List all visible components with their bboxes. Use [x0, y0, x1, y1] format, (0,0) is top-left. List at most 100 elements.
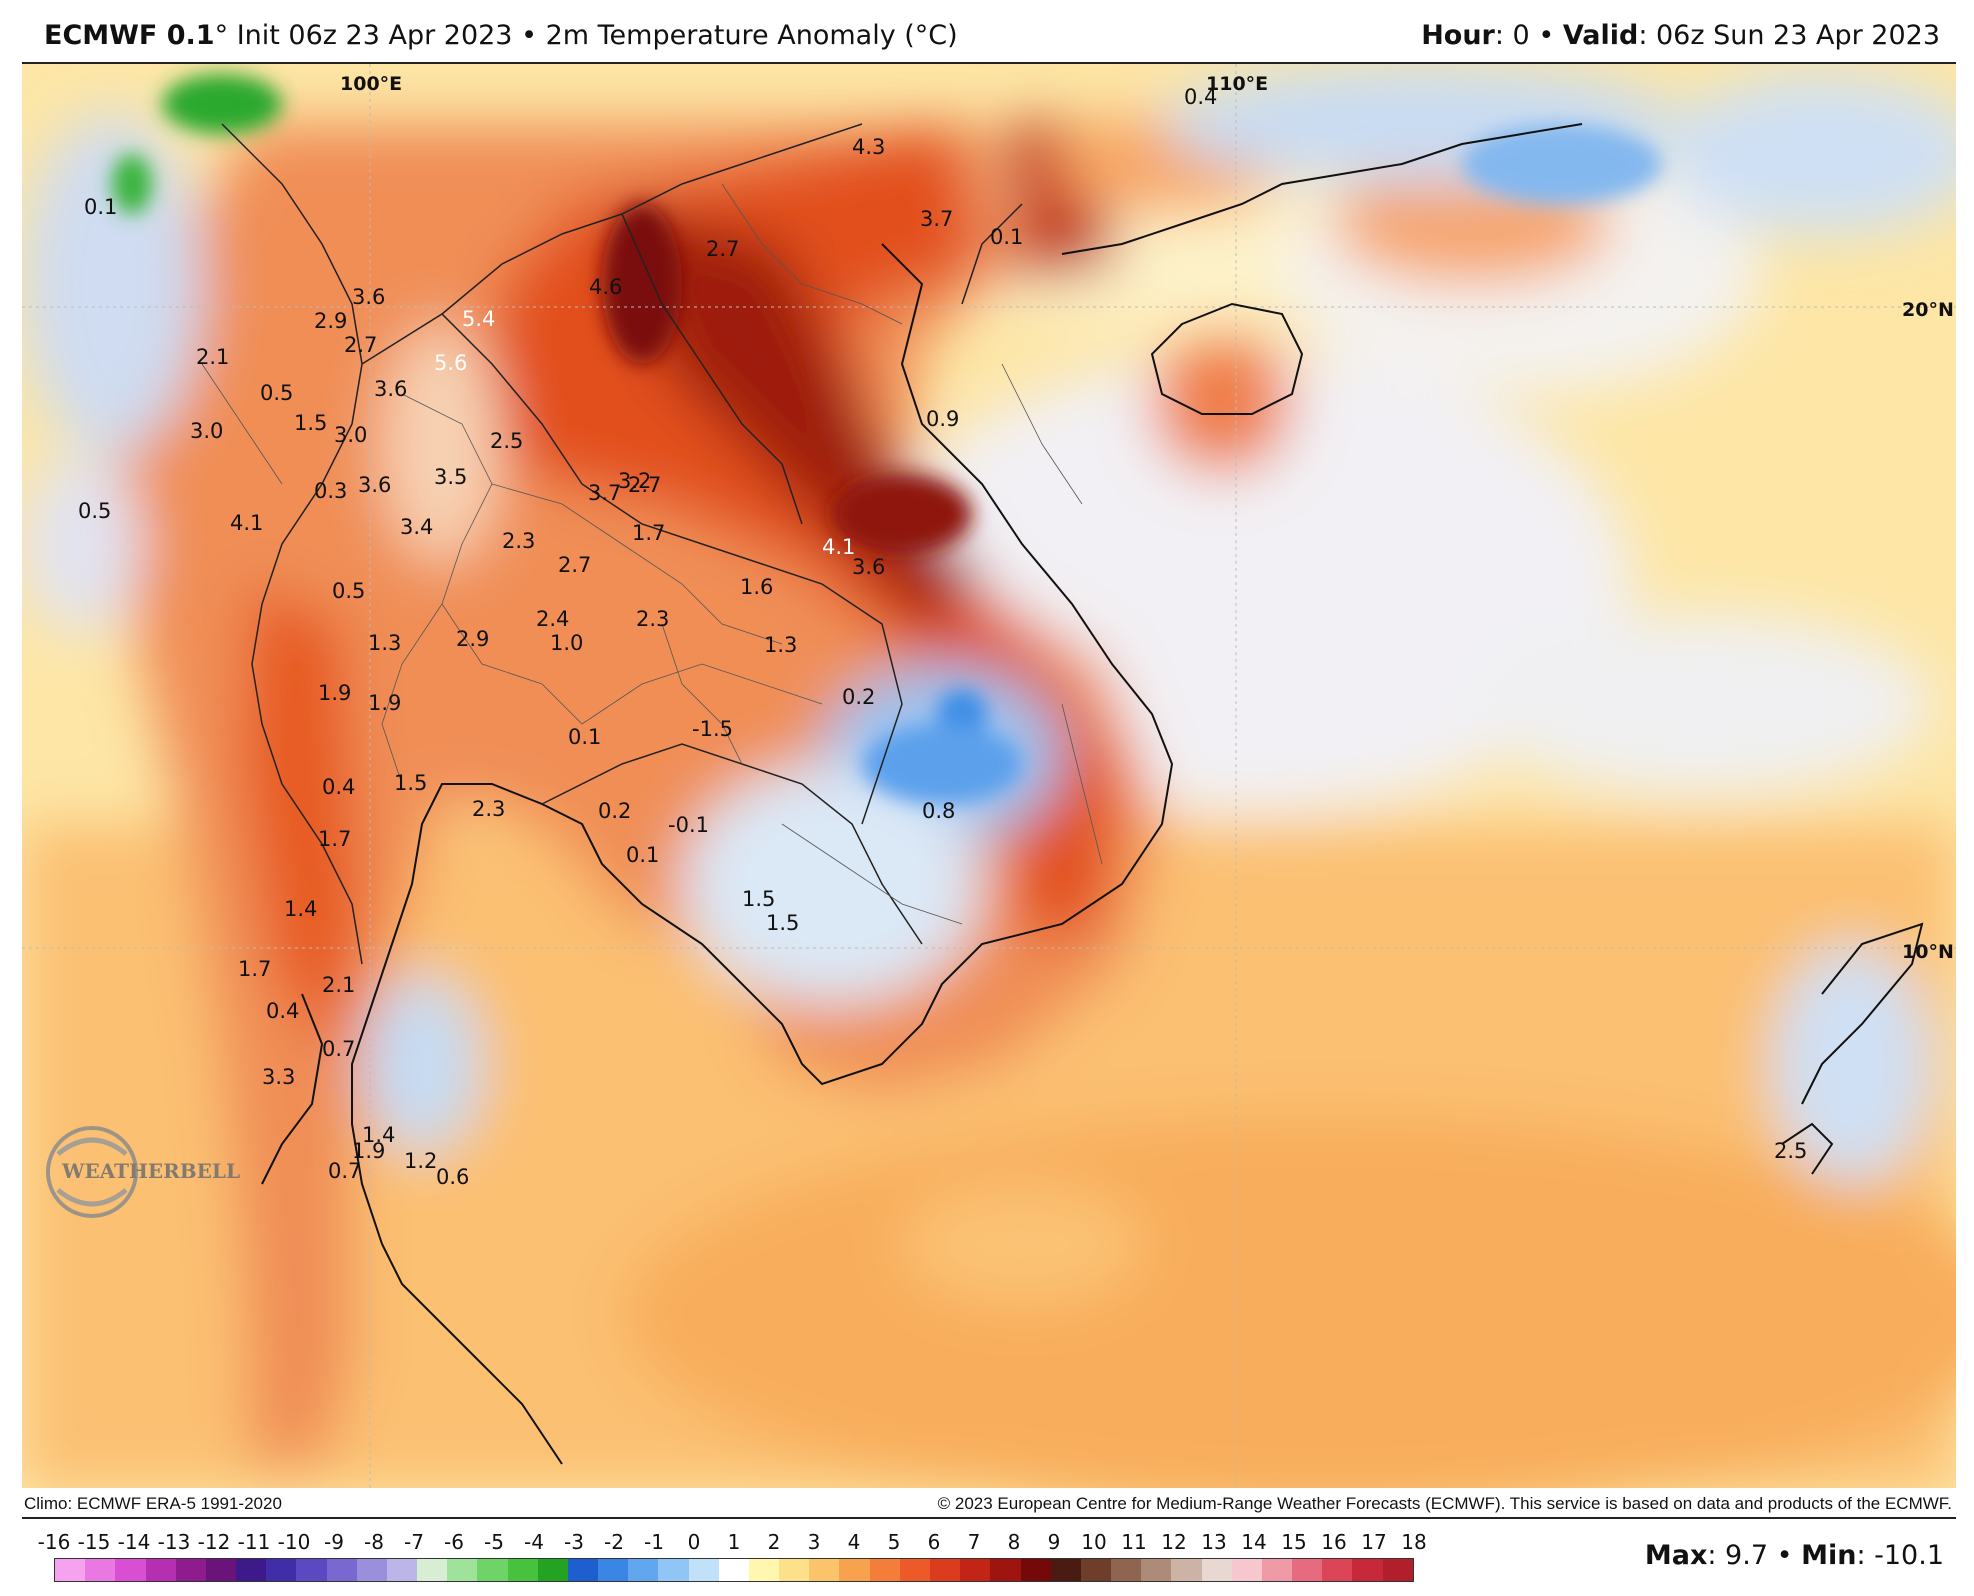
- colorbar-swatch: [809, 1559, 840, 1581]
- colorbar-tick-label: 0: [687, 1530, 701, 1554]
- colorbar-swatch: [386, 1559, 418, 1581]
- hour-label: Hour: [1421, 20, 1495, 51]
- point-value-label: 0.1: [990, 225, 1023, 249]
- map-panel: 100°E 110°E 20°N 10°N 0.1 0.4 4.3 3.7 0.1 2.7…: [22, 62, 1956, 1490]
- colorbar-tick-label: -16: [37, 1530, 71, 1554]
- point-value-label: 0.3: [314, 479, 347, 503]
- colorbar-swatch: [899, 1559, 930, 1581]
- colorbar-swatch: [1382, 1559, 1413, 1581]
- colorbar-tick-label: 13: [1201, 1530, 1227, 1554]
- graticule: [22, 64, 1956, 1490]
- colorbar-tick-label: 6: [927, 1530, 941, 1554]
- colorbar-swatch: [145, 1559, 176, 1581]
- weatherbell-logo: WEATHERBELL: [46, 1126, 240, 1218]
- logo-text: WEATHERBELL: [61, 1159, 240, 1183]
- colorbar-tick-label: -1: [644, 1530, 664, 1554]
- colorbar-swatch: [266, 1559, 297, 1581]
- map-title: ECMWF 0.1° Init 06z 23 Apr 2023 • 2m Tem…: [44, 20, 958, 51]
- valid-value: : 06z Sun 23 Apr 2023: [1638, 20, 1940, 51]
- colorbar-tick-label: 10: [1081, 1530, 1107, 1554]
- colorbar-tick-label: -7: [404, 1530, 424, 1554]
- colorbar-legend: -16 -15 -14 -13 -12 -11 -10 -9 -8 -7 -6 -5 -4 -3 -2 -1 0…: [38, 1530, 1427, 1586]
- point-value-label: 1.7: [632, 521, 665, 545]
- colorbar-swatch: [869, 1559, 900, 1581]
- colorbar-swatch: [175, 1559, 206, 1581]
- point-value-label: 0.2: [842, 685, 875, 709]
- colorbar-swatch: [990, 1559, 1021, 1581]
- colorbar-tick-label: 14: [1241, 1530, 1267, 1554]
- colorbar-swatch: [748, 1559, 780, 1581]
- colorbar-swatch: [1292, 1559, 1323, 1581]
- colorbar-swatch: [447, 1559, 478, 1581]
- colorbar-swatch: [85, 1559, 116, 1581]
- colorbar-tick-label: -10: [277, 1530, 311, 1554]
- point-value-label: 3.6: [374, 377, 407, 401]
- colorbar-swatch: [779, 1559, 810, 1581]
- valid-label: Valid: [1562, 20, 1639, 51]
- point-value-label: 2.7: [706, 237, 739, 261]
- colorbar-swatch: [658, 1559, 689, 1581]
- point-value-label: 1.9: [318, 681, 351, 705]
- point-value-label: 2.9: [314, 309, 347, 333]
- point-value-label: 1.5: [394, 771, 427, 795]
- colorbar-swatch: [567, 1559, 599, 1581]
- lon-label-100e: 100°E: [340, 73, 402, 95]
- colorbar-tick-label: 8: [1007, 1530, 1021, 1554]
- point-value-label: 3.6: [352, 285, 385, 309]
- colorbar-tick-label: 3: [807, 1530, 821, 1554]
- colorbar-swatch: [1080, 1559, 1112, 1581]
- point-value-label: 0.1: [626, 843, 659, 867]
- point-value-label: 0.6: [436, 1165, 469, 1189]
- map-footer: Climo: ECMWF ERA-5 1991-2020 © 2023 Euro…: [22, 1488, 1956, 1516]
- point-value-label: 0.1: [84, 195, 117, 219]
- point-value-label: 0.4: [1184, 85, 1217, 109]
- colorbar-tick-label: -13: [157, 1530, 191, 1554]
- colorbar-swatches: [54, 1558, 1414, 1582]
- point-value-label: 1.5: [294, 411, 327, 435]
- colorbar-swatch: [1231, 1559, 1262, 1581]
- copyright-note: © 2023 European Centre for Medium-Range …: [937, 1494, 1952, 1513]
- colorbar-swatch: [356, 1559, 387, 1581]
- point-value-label: 1.5: [742, 887, 775, 911]
- point-value-label: 1.4: [284, 897, 317, 921]
- point-value-label: 3.7: [920, 207, 953, 231]
- point-value-label: 1.9: [368, 691, 401, 715]
- colorbar-swatch: [1020, 1559, 1051, 1581]
- colorbar-swatch: [507, 1559, 538, 1581]
- point-value-label: 3.6: [852, 555, 885, 579]
- colorbar-tick-label: -6: [444, 1530, 464, 1554]
- run-subtitle: Init 06z 23 Apr 2023 • 2m Temperature An…: [236, 20, 958, 51]
- colorbar-ticks: -16 -15 -14 -13 -12 -11 -10 -9 -8 -7 -6 -5 -4 -3 -2 -1 0…: [38, 1530, 1427, 1556]
- colorbar-swatch: [598, 1559, 629, 1581]
- colorbar-swatch: [1322, 1559, 1353, 1581]
- colorbar-tick-label: 11: [1121, 1530, 1147, 1554]
- point-value-label: 3.2: [618, 469, 651, 493]
- point-value-label: 1.2: [404, 1149, 437, 1173]
- country-borders: [221, 123, 1023, 965]
- valid-time: Hour: 0 • Valid: 06z Sun 23 Apr 2023: [1421, 20, 1940, 51]
- colorbar-tick-label: -8: [364, 1530, 384, 1554]
- colorbar-tick-label: 15: [1281, 1530, 1307, 1554]
- min-label: Min: [1801, 1540, 1857, 1571]
- colorbar-tick-label: -15: [77, 1530, 111, 1554]
- colorbar-swatch: [115, 1559, 146, 1581]
- point-value-label: 1.7: [318, 827, 351, 851]
- point-value-label: 0.8: [922, 799, 955, 823]
- colorbar-swatch: [537, 1559, 568, 1581]
- hour-value: : 0 •: [1494, 20, 1563, 51]
- point-value-label: 4.1: [822, 535, 855, 559]
- coastlines: [261, 123, 1924, 1465]
- colorbar-swatch: [1352, 1559, 1383, 1581]
- lat-label-20n: 20°N: [1902, 299, 1954, 321]
- lon-label-110e: 110°E: [1206, 73, 1268, 95]
- point-value-label: 2.7: [628, 473, 661, 497]
- colorbar-swatch: [839, 1559, 870, 1581]
- model-name: ECMWF 0.1: [44, 20, 215, 51]
- colorbar-swatch: [1111, 1559, 1142, 1581]
- colorbar-tick-label: 12: [1161, 1530, 1187, 1554]
- degree-symbol: °: [214, 20, 229, 51]
- colorbar-tick-label: 17: [1361, 1530, 1387, 1554]
- footer-divider: [22, 1517, 1956, 1519]
- colorbar-tick-label: -14: [117, 1530, 151, 1554]
- point-value-label: 2.5: [1774, 1139, 1807, 1163]
